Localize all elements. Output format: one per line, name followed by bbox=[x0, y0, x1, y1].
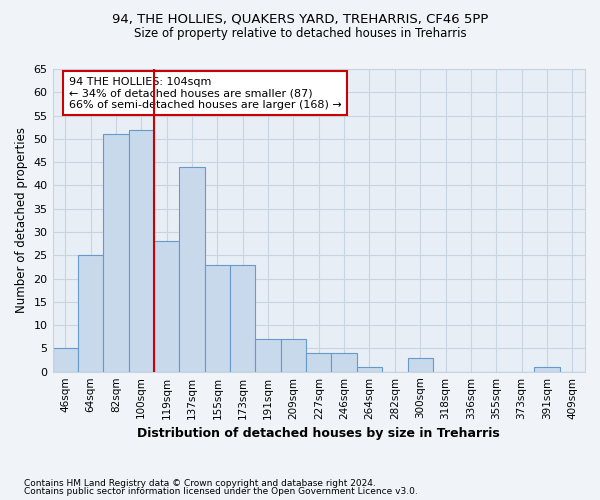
Text: 94, THE HOLLIES, QUAKERS YARD, TREHARRIS, CF46 5PP: 94, THE HOLLIES, QUAKERS YARD, TREHARRIS… bbox=[112, 12, 488, 26]
Bar bbox=[534, 367, 560, 372]
Bar bbox=[78, 256, 103, 372]
Bar bbox=[128, 130, 154, 372]
Bar bbox=[205, 264, 230, 372]
Bar bbox=[53, 348, 78, 372]
Bar bbox=[407, 358, 433, 372]
Bar bbox=[154, 242, 179, 372]
Bar bbox=[357, 367, 382, 372]
Bar bbox=[306, 353, 331, 372]
Text: Size of property relative to detached houses in Treharris: Size of property relative to detached ho… bbox=[134, 28, 466, 40]
Bar bbox=[281, 339, 306, 372]
Text: Contains HM Land Registry data © Crown copyright and database right 2024.: Contains HM Land Registry data © Crown c… bbox=[24, 478, 376, 488]
Bar bbox=[103, 134, 128, 372]
Y-axis label: Number of detached properties: Number of detached properties bbox=[15, 128, 28, 314]
X-axis label: Distribution of detached houses by size in Treharris: Distribution of detached houses by size … bbox=[137, 427, 500, 440]
Text: 94 THE HOLLIES: 104sqm
← 34% of detached houses are smaller (87)
66% of semi-det: 94 THE HOLLIES: 104sqm ← 34% of detached… bbox=[68, 76, 341, 110]
Bar bbox=[256, 339, 281, 372]
Bar bbox=[179, 167, 205, 372]
Bar bbox=[230, 264, 256, 372]
Bar bbox=[331, 353, 357, 372]
Text: Contains public sector information licensed under the Open Government Licence v3: Contains public sector information licen… bbox=[24, 487, 418, 496]
